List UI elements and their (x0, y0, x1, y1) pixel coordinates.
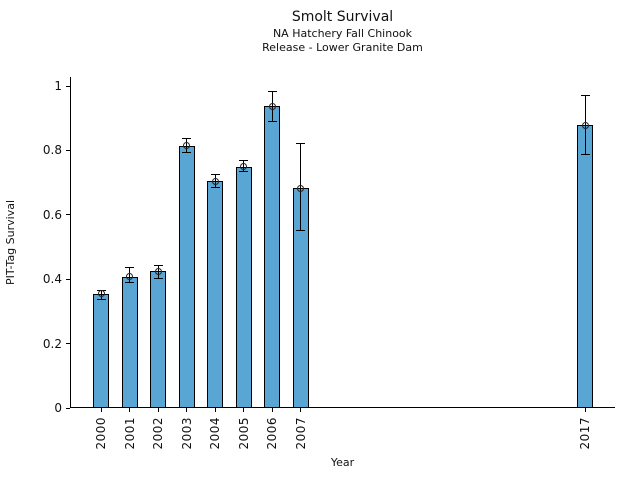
x-tick-label-2002: 2002 (151, 417, 166, 450)
x-tick-mark (129, 408, 131, 412)
x-tick-mark (214, 408, 216, 412)
error-cap-top-2006 (267, 90, 277, 92)
error-cap-top-2003 (182, 137, 192, 139)
x-tick-mark (186, 408, 188, 412)
y-tick-mark (66, 214, 70, 216)
bar-2002 (150, 271, 167, 408)
plot-area: 0 0.2 0.4 0.6 0.8 1 2000 2001 2002 2003 2004 2005 20… (43, 77, 615, 450)
chart-title: Smolt Survival (291, 9, 394, 25)
error-cap-bottom-2001 (125, 281, 135, 283)
y-tick-label: 0 (54, 401, 62, 415)
bar-2001 (121, 276, 138, 408)
error-cap-top-2017 (580, 95, 590, 97)
x-tick-label-2004: 2004 (208, 417, 223, 450)
error-cap-top-2007 (296, 142, 306, 144)
x-tick-label-2006: 2006 (265, 417, 280, 450)
title-block: Smolt Survival NA Hatchery Fall Chinook … (70, 8, 615, 55)
error-cap-top-2004 (210, 174, 220, 176)
x-tick-mark (271, 408, 273, 412)
bar-2005 (235, 166, 252, 408)
y-tick-label: 1 (54, 79, 62, 93)
bar-2006 (264, 106, 281, 408)
bar-2000 (93, 293, 110, 408)
x-axis-spine (70, 407, 615, 408)
data-marker-2004 (211, 177, 219, 185)
x-tick-mark (584, 408, 586, 412)
x-tick-label-2003: 2003 (179, 417, 194, 450)
y-tick-label: 0.6 (42, 207, 62, 222)
error-cap-bottom-2017 (580, 154, 590, 156)
y-tick-label: 0.4 (42, 272, 62, 287)
x-tick-mark (243, 408, 245, 412)
chart-subtitle-line2: Release - Lower Granite Dam (262, 41, 423, 54)
bar-2004 (207, 181, 224, 408)
data-marker-2007 (297, 184, 305, 192)
y-axis-spine (70, 77, 71, 408)
y-tick-mark (66, 407, 70, 409)
x-tick-mark (157, 408, 159, 412)
x-axis-label: Year (330, 456, 355, 469)
y-tick-mark (66, 85, 70, 87)
data-marker-2017 (581, 121, 589, 129)
x-tick-label-2000: 2000 (94, 417, 109, 450)
x-tick-mark (300, 408, 302, 412)
x-tick-mark (100, 408, 102, 412)
error-cap-top-2005 (239, 159, 249, 161)
data-marker-2002 (154, 267, 162, 275)
bar-2003 (178, 145, 195, 408)
error-cap-bottom-2006 (267, 120, 277, 122)
error-cap-top-2002 (153, 264, 163, 266)
error-cap-bottom-2002 (153, 278, 163, 280)
error-cap-bottom-2007 (296, 230, 306, 232)
y-tick-mark (66, 278, 70, 280)
data-marker-2001 (126, 273, 134, 281)
y-tick-mark (66, 343, 70, 345)
y-tick-label: 0.8 (42, 143, 62, 158)
error-cap-bottom-2003 (182, 152, 192, 154)
data-marker-2005 (240, 163, 248, 170)
chart-subtitle-line1: NA Hatchery Fall Chinook (272, 27, 413, 40)
bar-2017 (577, 125, 594, 408)
data-marker-2006 (268, 102, 276, 110)
error-cap-bottom-2004 (210, 186, 220, 188)
data-marker-2003 (183, 142, 191, 150)
error-cap-bottom-2000 (96, 298, 106, 300)
y-axis-label: PIT-Tag Survival (4, 200, 17, 286)
x-tick-label-2007: 2007 (293, 417, 308, 450)
error-cap-bottom-2005 (239, 171, 249, 173)
y-tick-mark (66, 149, 70, 151)
data-marker-2000 (97, 290, 105, 298)
error-cap-top-2001 (125, 266, 135, 268)
x-tick-label-2017: 2017 (578, 417, 593, 450)
x-tick-label-2005: 2005 (236, 417, 251, 450)
error-cap-top-2000 (96, 289, 106, 291)
y-tick-label: 0.2 (42, 336, 62, 351)
x-tick-label-2001: 2001 (122, 417, 137, 450)
